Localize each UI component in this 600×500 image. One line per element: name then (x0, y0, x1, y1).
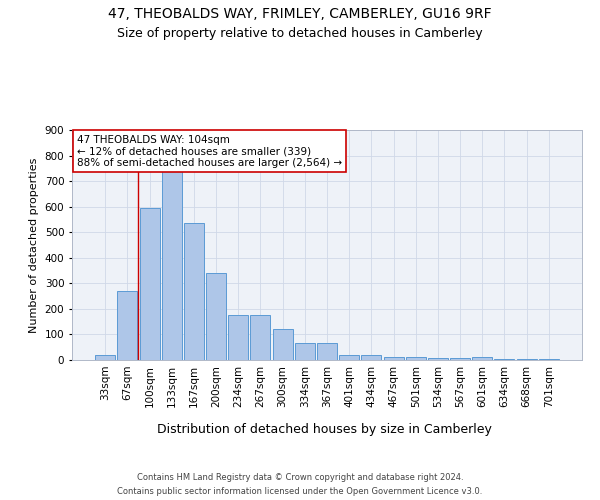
Bar (184, 224, 204, 360)
Bar (272, 330, 293, 360)
Text: Contains public sector information licensed under the Open Government Licence v3: Contains public sector information licen… (118, 488, 482, 496)
Bar (162, 171, 182, 360)
Bar (428, 358, 448, 360)
Bar (406, 358, 426, 360)
Bar (140, 208, 160, 360)
Bar (450, 358, 470, 360)
Bar (250, 316, 271, 360)
Bar (383, 358, 404, 360)
Bar (339, 355, 359, 360)
Text: Contains HM Land Registry data © Crown copyright and database right 2024.: Contains HM Land Registry data © Crown c… (137, 472, 463, 482)
Bar (317, 344, 337, 360)
Bar (472, 358, 492, 360)
Text: 47 THEOBALDS WAY: 104sqm
← 12% of detached houses are smaller (339)
88% of semi-: 47 THEOBALDS WAY: 104sqm ← 12% of detach… (77, 134, 342, 168)
Bar (228, 316, 248, 360)
Bar (95, 355, 115, 360)
Text: 47, THEOBALDS WAY, FRIMLEY, CAMBERLEY, GU16 9RF: 47, THEOBALDS WAY, FRIMLEY, CAMBERLEY, G… (108, 8, 492, 22)
Text: Distribution of detached houses by size in Camberley: Distribution of detached houses by size … (157, 422, 491, 436)
Bar (206, 273, 226, 360)
Text: Size of property relative to detached houses in Camberley: Size of property relative to detached ho… (117, 28, 483, 40)
Bar (118, 291, 137, 360)
Y-axis label: Number of detached properties: Number of detached properties (29, 158, 39, 332)
Bar (295, 344, 315, 360)
Bar (361, 355, 382, 360)
